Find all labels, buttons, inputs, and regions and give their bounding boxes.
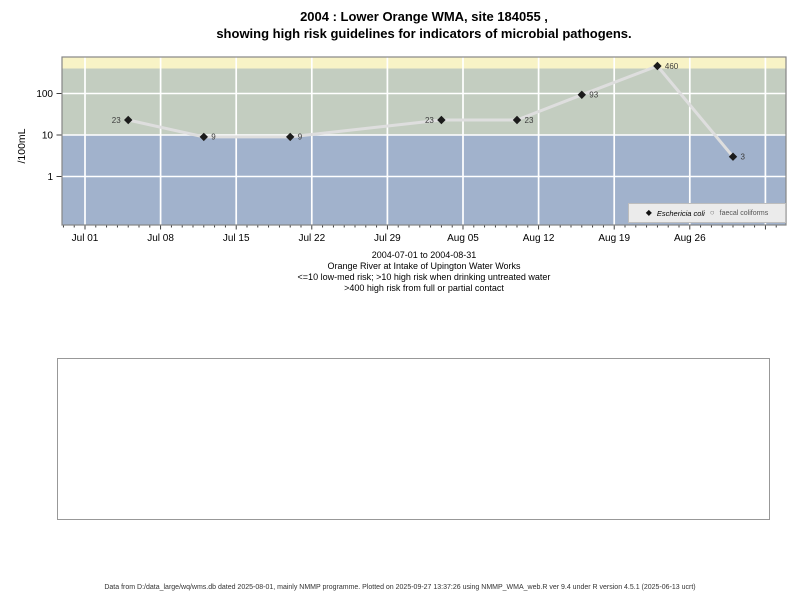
x-tick-label: Aug 19 <box>598 233 630 244</box>
y-tick-label: 10 <box>42 131 54 142</box>
data-point-marker <box>577 90 586 100</box>
x-tick-label: Aug 12 <box>523 233 555 244</box>
data-point-marker <box>653 61 662 71</box>
filled-diamond-icon: ◆ <box>645 208 652 217</box>
data-point-marker <box>512 115 522 125</box>
legend-label-ecoli: Eschericia coli <box>656 208 705 218</box>
chart-caption: 2004-07-01 to 2004-08-31 Orange River at… <box>62 250 786 294</box>
caption-risk-guideline-2: >400 high risk from full or partial cont… <box>344 283 504 293</box>
data-point-label: 23 <box>525 116 534 125</box>
data-point-marker <box>437 115 446 125</box>
chart-title: 2004 : Lower Orange WMA, site 184055 , s… <box>62 8 786 42</box>
chart-title-line1: 2004 : Lower Orange WMA, site 184055 , <box>300 9 548 24</box>
x-tick-label: Aug 26 <box>674 233 706 244</box>
risk-band <box>62 57 786 69</box>
x-tick-label: Jul 01 <box>72 233 99 244</box>
x-tick-label: Jul 15 <box>223 233 250 244</box>
data-point-marker <box>728 152 738 161</box>
x-tick-label: Jul 22 <box>298 233 325 244</box>
plot-border <box>61 56 787 226</box>
caption-date-range: 2004-07-01 to 2004-08-31 <box>371 250 477 260</box>
data-point-label: 3 <box>741 152 746 161</box>
data-point-marker <box>124 115 133 125</box>
empty-panel <box>57 358 770 520</box>
data-point-marker <box>199 132 208 142</box>
x-tick-label: Jul 29 <box>374 233 401 244</box>
data-point-label: 9 <box>211 133 216 142</box>
y-tick-label: 1 <box>47 172 53 183</box>
open-circle-icon: ○ <box>709 208 715 217</box>
data-point-label: 460 <box>665 62 679 71</box>
x-tick-label: Aug 05 <box>447 233 479 244</box>
data-series-line <box>126 64 735 159</box>
chart-title-line2: showing high risk guidelines for indicat… <box>216 26 632 41</box>
data-point-label: 23 <box>112 116 121 125</box>
caption-site-description: Orange River at Intake of Upington Water… <box>327 261 521 271</box>
data-point-label: 93 <box>589 91 598 100</box>
caption-risk-guideline-1: <=10 low-med risk; >10 high risk when dr… <box>297 272 551 282</box>
data-point-label: 9 <box>298 133 303 142</box>
legend: ◆ Eschericia coli ○ faecal coliforms <box>628 203 786 223</box>
data-point-marker <box>286 132 295 142</box>
data-point-label: 23 <box>425 116 434 125</box>
risk-band <box>62 68 786 135</box>
y-axis-title: /100mL <box>16 128 28 163</box>
y-tick-label: 100 <box>36 89 53 100</box>
x-tick-label: Jul 08 <box>147 233 174 244</box>
risk-line-chart: Jul 01 Jul 08 Jul 15 Jul 22 Jul 29 Aug 05 Aug … <box>16 56 787 244</box>
legend-label-faecal: faecal coliforms <box>719 209 769 217</box>
footer-provenance: Data from D:/data_large/wq/wms.db dated … <box>104 584 696 591</box>
